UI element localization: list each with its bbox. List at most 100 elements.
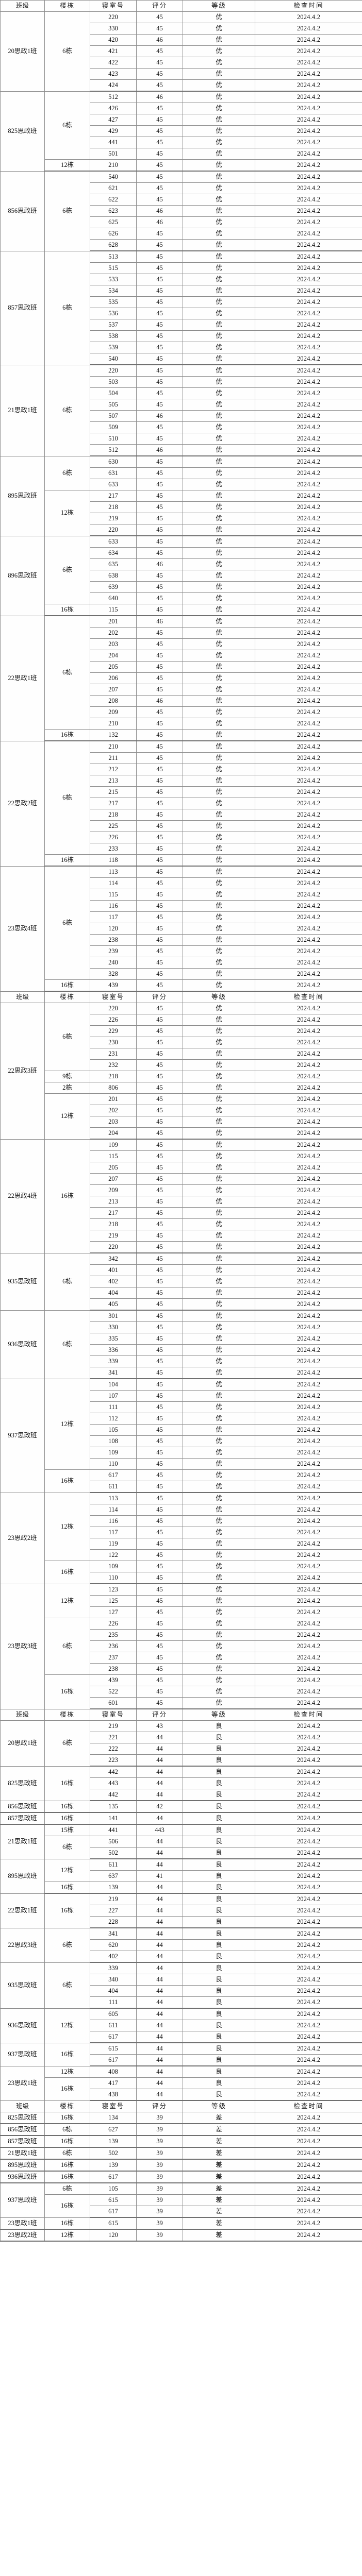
- table-row[interactable]: 404 45 优 2024.4.2: [1, 1287, 362, 1299]
- table-row[interactable]: 23思政2班 12栋 120 39 差 2024.4.2: [0, 2229, 362, 2242]
- room-number-cell[interactable]: 238: [90, 934, 137, 946]
- table-row[interactable]: 16栋 417 44 良 2024.4.2: [1, 2077, 362, 2101]
- table-row[interactable]: 217 45 优 2024.4.2: [1, 1207, 362, 1219]
- table-row[interactable]: 427 45 优 2024.4.2: [1, 114, 362, 126]
- room-number-cell[interactable]: 627: [90, 2123, 137, 2136]
- room-number-cell[interactable]: 217: [90, 490, 137, 502]
- table-row[interactable]: 127 45 优 2024.4.2: [1, 1606, 362, 1618]
- room-number-cell[interactable]: 110: [90, 1572, 137, 1584]
- table-row[interactable]: 633 45 优 2024.4.2: [1, 479, 362, 490]
- room-number-cell[interactable]: 522: [90, 1686, 137, 1698]
- table-row[interactable]: 501 45 优 2024.4.2: [1, 148, 362, 160]
- room-number-cell[interactable]: 109: [90, 1447, 137, 1459]
- table-row[interactable]: 111 45 优 2024.4.2: [1, 1401, 362, 1413]
- table-row[interactable]: 856思政班 6栋 540 45 优 2024.4.2: [0, 171, 362, 251]
- room-number-cell[interactable]: 422: [90, 57, 137, 69]
- room-number-cell[interactable]: 117: [90, 911, 137, 923]
- table-row[interactable]: 611 45 优 2024.4.2: [1, 1481, 362, 1493]
- table-row[interactable]: 442 44 良 2024.4.2: [1, 1789, 362, 1801]
- room-number-cell[interactable]: 109: [90, 1139, 137, 1151]
- room-number-cell[interactable]: 340: [90, 1974, 137, 1986]
- room-number-cell[interactable]: 219: [90, 1893, 137, 1905]
- room-number-cell[interactable]: 633: [90, 479, 137, 490]
- room-number-cell[interactable]: 439: [90, 1674, 137, 1686]
- table-row[interactable]: 895思政班 6栋 630 45 优 2024.4.2: [0, 455, 362, 536]
- room-number-cell[interactable]: 118: [90, 854, 137, 867]
- room-number-cell[interactable]: 623: [90, 205, 137, 217]
- room-number-cell[interactable]: 536: [90, 308, 137, 319]
- room-number-cell[interactable]: 513: [90, 250, 137, 263]
- table-row[interactable]: 611 44 良 2024.4.2: [1, 2020, 362, 2031]
- room-number-cell[interactable]: 404: [90, 1287, 137, 1299]
- room-number-cell[interactable]: 617: [90, 2171, 137, 2183]
- room-number-cell[interactable]: 507: [90, 410, 137, 422]
- table-row[interactable]: 601 45 优 2024.4.2: [1, 1697, 362, 1709]
- table-row[interactable]: 502 44 良 2024.4.2: [1, 1847, 362, 1859]
- table-row[interactable]: 16栋 617 45 优 2024.4.2: [1, 1469, 362, 1493]
- table-row[interactable]: 536 45 优 2024.4.2: [1, 308, 362, 319]
- room-number-cell[interactable]: 605: [90, 2008, 137, 2020]
- room-number-cell[interactable]: 442: [90, 1789, 137, 1801]
- room-number-cell[interactable]: 210: [90, 740, 137, 753]
- table-row[interactable]: 111 44 良 2024.4.2: [1, 1996, 362, 2009]
- room-number-cell[interactable]: 125: [90, 1595, 137, 1607]
- table-row[interactable]: 330 45 优 2024.4.2: [1, 23, 362, 35]
- room-number-cell[interactable]: 217: [90, 1207, 137, 1219]
- room-number-cell[interactable]: 105: [90, 2182, 137, 2195]
- table-row[interactable]: 23思政1班 12栋 408 44 良 2024.4.2: [0, 2065, 362, 2101]
- table-row[interactable]: 120 45 优 2024.4.2: [1, 923, 362, 935]
- room-number-cell[interactable]: 204: [90, 650, 137, 662]
- room-number-cell[interactable]: 537: [90, 319, 137, 331]
- table-row[interactable]: 22思政1班 16栋 219 44 良 2024.4.2: [0, 1893, 362, 1928]
- room-number-cell[interactable]: 115: [90, 604, 137, 616]
- room-number-cell[interactable]: 617: [90, 2031, 137, 2043]
- table-row[interactable]: 504 45 优 2024.4.2: [1, 387, 362, 399]
- room-number-cell[interactable]: 139: [90, 2159, 137, 2172]
- room-number-cell[interactable]: 107: [90, 1390, 137, 1402]
- table-row[interactable]: 115 45 优 2024.4.2: [1, 1150, 362, 1162]
- table-row[interactable]: 204 45 优 2024.4.2: [1, 1127, 362, 1140]
- room-number-cell[interactable]: 621: [90, 182, 137, 194]
- room-number-cell[interactable]: 330: [90, 23, 137, 35]
- table-row[interactable]: 222 44 良 2024.4.2: [1, 1743, 362, 1755]
- table-row[interactable]: 115 45 优 2024.4.2: [1, 889, 362, 901]
- table-row[interactable]: 405 45 优 2024.4.2: [1, 1298, 362, 1311]
- room-number-cell[interactable]: 207: [90, 1173, 137, 1185]
- room-number-cell[interactable]: 509: [90, 421, 137, 433]
- table-row[interactable]: 422 45 优 2024.4.2: [1, 57, 362, 69]
- table-row[interactable]: 336 45 优 2024.4.2: [1, 1344, 362, 1356]
- room-number-cell[interactable]: 439: [90, 979, 137, 992]
- room-number-cell[interactable]: 205: [90, 1162, 137, 1174]
- table-row[interactable]: 203 45 优 2024.4.2: [1, 638, 362, 650]
- room-number-cell[interactable]: 626: [90, 228, 137, 240]
- room-number-cell[interactable]: 226: [90, 832, 137, 843]
- room-number-cell[interactable]: 222: [90, 1743, 137, 1755]
- room-number-cell[interactable]: 211: [90, 752, 137, 764]
- table-row[interactable]: 22思政2班 6栋 210 45 优 2024.4.2: [0, 740, 362, 867]
- room-number-cell[interactable]: 239: [90, 945, 137, 957]
- room-number-cell[interactable]: 423: [90, 68, 137, 80]
- table-row[interactable]: 110 45 优 2024.4.2: [1, 1458, 362, 1470]
- room-number-cell[interactable]: 104: [90, 1378, 137, 1391]
- table-row[interactable]: 16栋 118 45 优 2024.4.2: [1, 854, 362, 867]
- table-row[interactable]: 206 45 优 2024.4.2: [1, 672, 362, 684]
- table-row[interactable]: 533 45 优 2024.4.2: [1, 274, 362, 285]
- room-number-cell[interactable]: 213: [90, 1196, 137, 1208]
- table-row[interactable]: 825思政班 16栋 134 39 差 2024.4.2: [0, 2112, 362, 2124]
- table-row[interactable]: 105 45 优 2024.4.2: [1, 1424, 362, 1436]
- table-row[interactable]: 512 46 优 2024.4.2: [1, 444, 362, 456]
- table-row[interactable]: 640 45 优 2024.4.2: [1, 592, 362, 604]
- room-number-cell[interactable]: 611: [90, 2020, 137, 2031]
- table-row[interactable]: 638 45 优 2024.4.2: [1, 570, 362, 582]
- table-row[interactable]: 507 46 优 2024.4.2: [1, 410, 362, 422]
- room-number-cell[interactable]: 230: [90, 1037, 137, 1048]
- table-row[interactable]: 6栋 226 45 优 2024.4.2: [1, 1618, 362, 1675]
- table-row[interactable]: 539 45 优 2024.4.2: [1, 342, 362, 353]
- room-number-cell[interactable]: 504: [90, 387, 137, 399]
- table-row[interactable]: 238 45 优 2024.4.2: [1, 1663, 362, 1675]
- room-number-cell[interactable]: 405: [90, 1298, 137, 1311]
- room-number-cell[interactable]: 110: [90, 1458, 137, 1470]
- table-row[interactable]: 505 45 优 2024.4.2: [1, 399, 362, 411]
- room-number-cell[interactable]: 228: [90, 1916, 137, 1928]
- table-row[interactable]: 936思政班 12栋 605 44 良 2024.4.2: [0, 2008, 362, 2043]
